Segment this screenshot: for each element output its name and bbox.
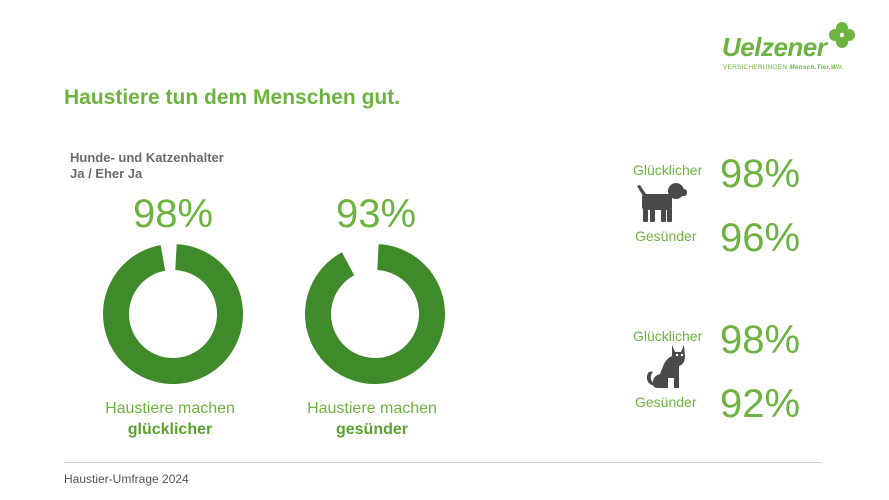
donut-2-value-label: 93% — [335, 192, 417, 236]
donut-2-caption-line-2: gesünder — [335, 421, 408, 438]
logo-tag-slogan: Mensch.Tier.Wir. — [789, 64, 844, 71]
cat-icon — [646, 345, 685, 388]
donut-1-caption-line-1: Haustiere machen — [105, 400, 235, 417]
donut-2-caption: Haustiere machen gesünder — [272, 398, 472, 440]
donut-1-caption: Haustiere machen glücklicher — [70, 398, 270, 440]
donut-1-value-label: 98% — [132, 192, 214, 236]
logo-tag-prefix: VERSICHERUNGEN — [723, 64, 788, 71]
dog-healthier-label: Gesünder — [635, 228, 697, 244]
survey-group-label: Hunde- und Katzenhalter Ja / Eher Ja — [70, 150, 224, 182]
logo-tagline: VERSICHERUNGEN Mensch.Tier.Wir. — [723, 64, 844, 71]
footer-divider — [64, 462, 822, 463]
page-title: Haustiere tun dem Menschen gut. — [64, 86, 401, 109]
dog-happier-label: Glücklicher — [633, 162, 703, 178]
logo-wordmark: Uelzener — [722, 32, 827, 62]
brand-logo: Uelzener VERSICHERUNGEN Mensch.Tier.Wir. — [722, 20, 862, 72]
subtitle-line-1: Hunde- und Katzenhalter — [70, 150, 224, 165]
clover-icon — [829, 22, 855, 48]
donut-chart-happier — [103, 244, 243, 384]
cat-happier-label: Glücklicher — [633, 328, 703, 344]
cat-healthier-value: 92% — [720, 382, 801, 426]
footer-source: Haustier-Umfrage 2024 — [64, 472, 189, 486]
donut-1-filled-arc — [103, 244, 243, 384]
dog-healthier-value: 96% — [720, 216, 801, 260]
donut-1-caption-line-2: glücklicher — [127, 421, 213, 438]
cat-happier-value: 98% — [720, 318, 801, 362]
donut-2-caption-line-1: Haustiere machen — [307, 400, 437, 417]
cat-healthier-label: Gesünder — [635, 394, 697, 410]
subtitle-line-2: Ja / Eher Ja — [70, 166, 143, 181]
donut-chart-healthier — [305, 244, 445, 384]
dog-icon — [637, 183, 687, 222]
donut-2-filled-arc — [305, 244, 445, 384]
dog-happier-value: 98% — [720, 152, 801, 196]
